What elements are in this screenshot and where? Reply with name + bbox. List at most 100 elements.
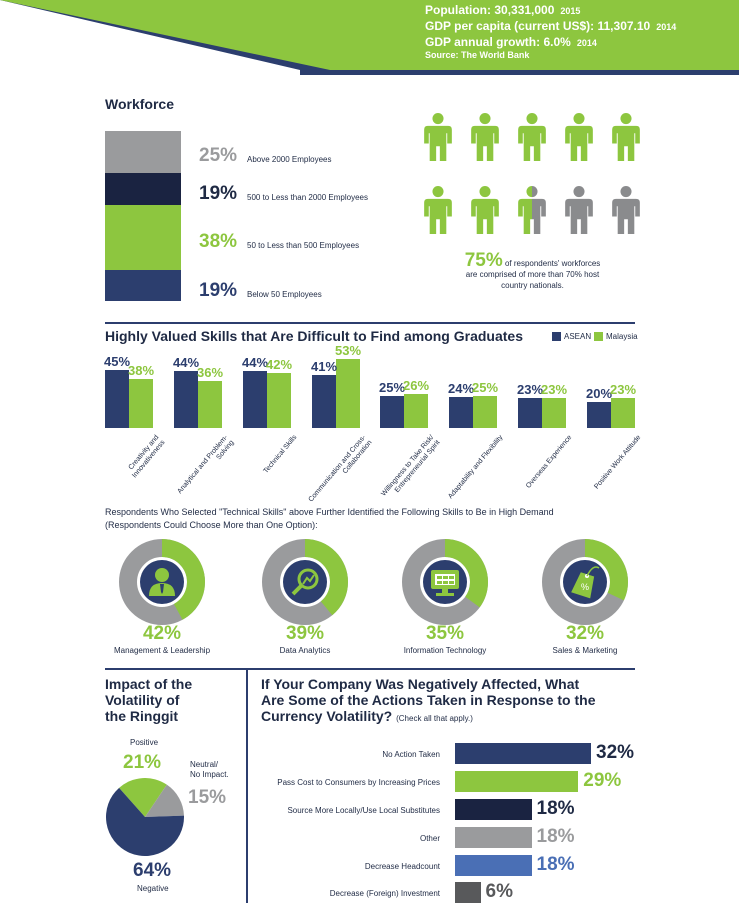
action-value: 29% [583, 770, 622, 791]
donut-label: Management & Leadership [113, 646, 211, 655]
workforce-label: 50 to Less than 500 Employees [247, 241, 360, 250]
callout-text: country nationals. [501, 281, 564, 290]
category-label: Willingness to Take Risk/ Entrepreneuria… [380, 434, 442, 498]
positive-pct: 21% [123, 752, 162, 773]
donut-chart [402, 539, 488, 625]
action-value: 18% [536, 826, 575, 847]
person-icon [424, 113, 452, 161]
person-icon [612, 113, 640, 161]
negative-pct: 64% [133, 860, 172, 881]
gdp-stat: GDP per capita (current US$): 11,307.10 2… [425, 19, 677, 33]
workforce-segment-above-2000 [105, 131, 181, 173]
donut-pct: 35% [425, 623, 465, 644]
workforce-segment-50-500 [105, 205, 181, 270]
category-label: Adaptability and Flexibility [447, 434, 505, 501]
skills-title: Highly Valued Skills that Are Difficult … [105, 328, 523, 344]
bar-malaysia [473, 395, 497, 428]
bar-value-malaysia: 53% [335, 343, 362, 359]
workforce-label: 500 to Less than 2000 Employees [247, 193, 368, 202]
bar-value-asean: 45% [104, 353, 131, 369]
bar-asean [380, 395, 404, 428]
header-banner [0, 0, 739, 75]
category-label: Analytical and Problem-Solving [176, 434, 236, 496]
category-label: Technical Skills [262, 434, 299, 475]
action-bar [455, 827, 532, 848]
action-label: Other [419, 834, 440, 843]
bar-asean [449, 396, 473, 428]
donut-arc [119, 539, 205, 625]
bar-malaysia [267, 373, 291, 428]
donut-arc [402, 539, 488, 625]
callout-text: are comprised of more than 70% host [465, 270, 600, 279]
neutral-pct: 15% [188, 787, 227, 808]
bar-asean [105, 369, 129, 428]
ringgit-pie-chart [106, 778, 184, 856]
workforce-label: Below 50 Employees [247, 290, 322, 299]
donut-label: Data Analytics [279, 646, 331, 655]
action-bar [455, 743, 591, 764]
donut-pct: 32% [565, 623, 605, 644]
donut-pct: 42% [142, 623, 182, 644]
svg-text:%: % [581, 582, 589, 592]
bar-asean [587, 402, 611, 428]
person-icon [518, 113, 546, 161]
workforce-pct: 38% [199, 231, 238, 252]
workforce-label: Above 2000 Employees [247, 155, 332, 164]
divider [105, 668, 635, 670]
bar-value-malaysia: 23% [541, 382, 568, 398]
donut-chart: % [542, 539, 628, 625]
category-label: Positive Work Attitude [593, 434, 643, 491]
bar-value-asean: 44% [242, 354, 269, 370]
monitor-icon [431, 570, 459, 596]
growth-stat: GDP annual growth: 6.0% 2014 [425, 35, 597, 49]
bar-value-malaysia: 38% [128, 362, 155, 378]
source-note: Source: The World Bank [425, 50, 530, 60]
bar-value-malaysia: 42% [266, 357, 293, 373]
bar-asean [243, 370, 267, 428]
donut-arc [542, 539, 628, 625]
neutral-label: Neutral/No Impact. [190, 760, 229, 779]
person-icon [424, 186, 452, 234]
donut-label: Information Technology [403, 646, 487, 655]
population-stat: Population: 30,331,000 2015 [425, 3, 581, 17]
positive-label: Positive [130, 738, 159, 747]
action-label: No Action Taken [382, 750, 440, 759]
bar-value-malaysia: 25% [472, 379, 499, 395]
person-icon [471, 186, 499, 234]
callout-text: of respondents' workforces [502, 259, 601, 268]
negative-label: Negative [137, 884, 169, 893]
workforce-segment-500-2000 [105, 173, 181, 205]
donut-label: Sales & Marketing [552, 646, 618, 655]
bar-malaysia [611, 398, 635, 428]
leader-icon [149, 568, 175, 596]
action-label: Pass Cost to Consumers by Increasing Pri… [277, 778, 440, 787]
vertical-divider [246, 670, 248, 903]
technical-intro-2: (Respondents Could Choose More than One … [105, 520, 318, 530]
bar-malaysia [129, 378, 153, 428]
action-bar [455, 855, 532, 876]
bar-malaysia [542, 398, 566, 428]
bar-value-asean: 44% [173, 354, 200, 370]
action-bar [455, 799, 532, 820]
price-tag-icon: % [571, 566, 600, 599]
person-icon [471, 113, 499, 161]
bar-value-malaysia: 26% [403, 378, 430, 394]
technical-intro: Respondents Who Selected "Technical Skil… [105, 507, 554, 517]
category-label: Overseas Experience [524, 434, 574, 490]
category-label: Communication and Cross-Collaboration [307, 434, 374, 504]
donut-pct: 39% [285, 623, 325, 644]
action-value: 6% [485, 881, 513, 902]
workforce-pct: 25% [199, 145, 238, 166]
action-value: 18% [536, 798, 575, 819]
callout-pct: 75% [464, 250, 503, 271]
bar-malaysia [336, 359, 360, 428]
action-label: Source More Locally/Use Local Substitute… [287, 806, 440, 815]
divider [105, 322, 635, 324]
bar-value-malaysia: 36% [197, 365, 224, 381]
bar-value-malaysia: 23% [610, 382, 637, 398]
donut-chart [262, 539, 348, 625]
action-bar [455, 882, 481, 903]
pie-slice-neutral [145, 784, 184, 817]
bar-value-asean: 24% [448, 380, 475, 396]
workforce-segment-below-50 [105, 270, 181, 301]
